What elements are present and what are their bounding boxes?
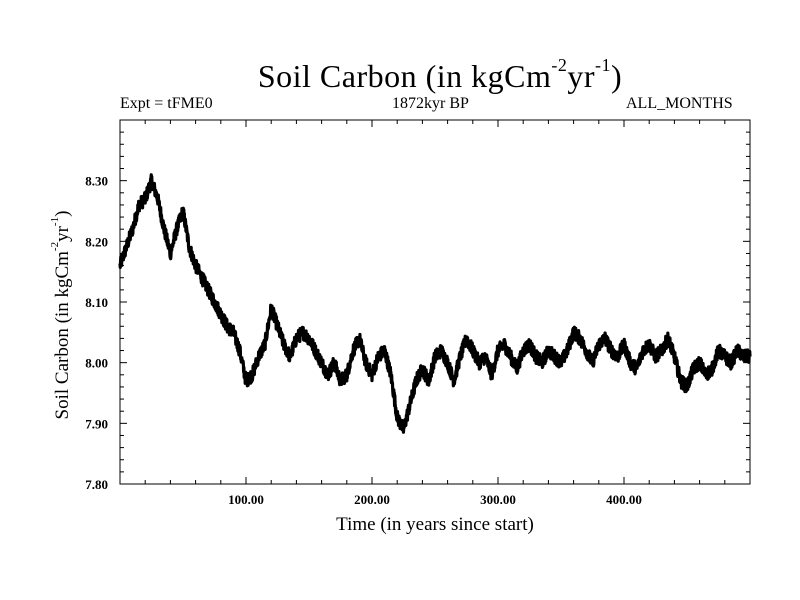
axis-tick-labels: 100.00 200.00 300.00 400.00 7.80 7.90 8.00 8.10… [85,174,642,507]
subtitle-experiment: Expt = tFME0 [120,95,213,112]
x-tick-label: 300.00 [480,492,516,507]
y-tick-label: 8.10 [85,295,108,310]
axis-ticks [119,119,751,485]
chart-title: Soil Carbon (in kgCm-2yr-1) [257,55,623,94]
x-tick-label: 400.00 [606,492,642,507]
y-tick-label: 7.80 [85,477,108,492]
x-axis-label: Time (in years since start) [336,514,534,535]
subtitle-months: ALL_MONTHS [626,95,733,112]
subtitle-period: 1872kyr BP [392,95,469,112]
y-tick-label: 8.00 [85,356,108,371]
y-tick-label: 8.20 [85,234,108,249]
x-tick-label: 200.00 [354,492,390,507]
soil-carbon-series-line [118,173,752,434]
y-tick-label: 8.30 [85,174,108,189]
y-tick-label: 7.90 [85,416,108,431]
x-tick-label: 100.00 [228,492,264,507]
